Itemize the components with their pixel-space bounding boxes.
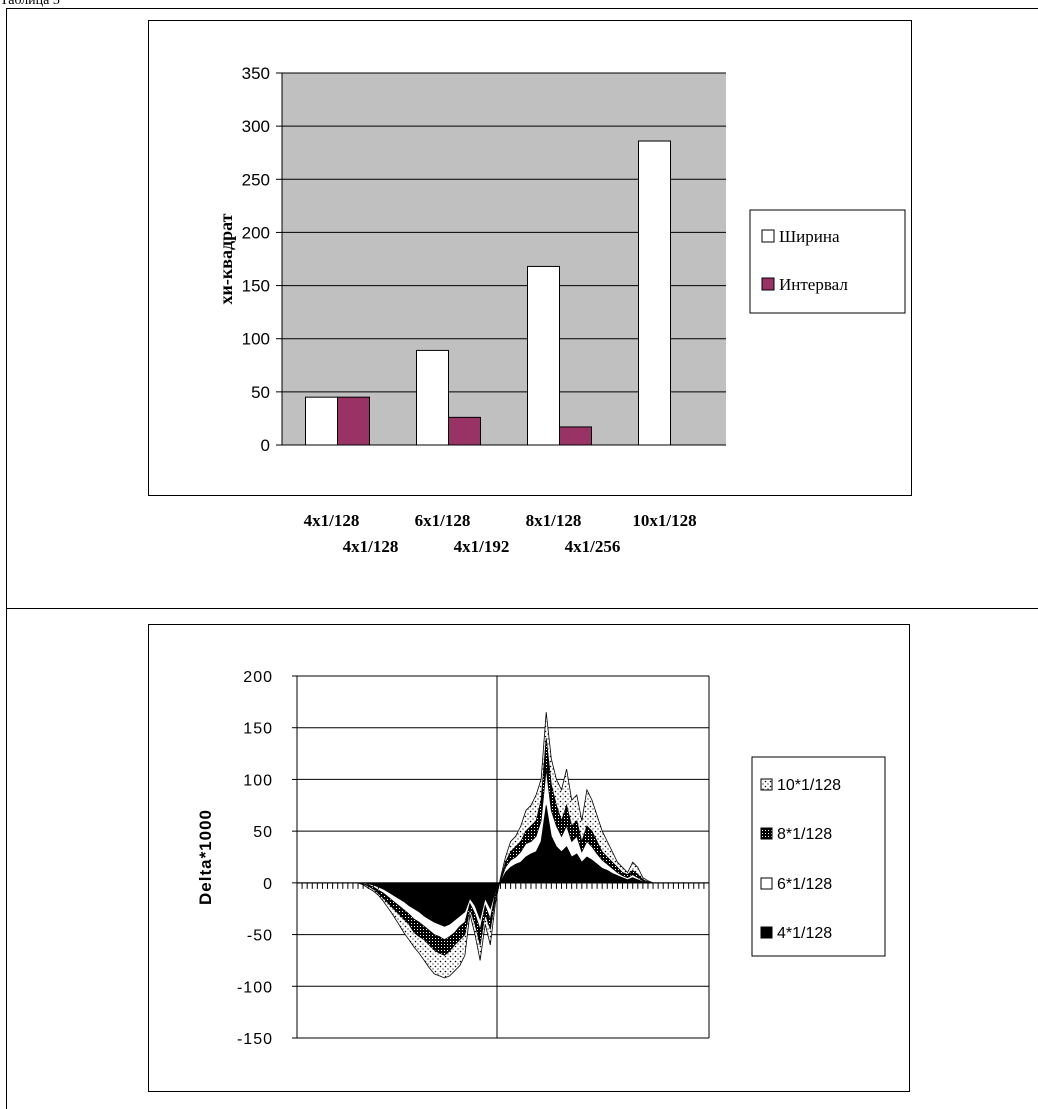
y-tick-label: 300 <box>242 117 270 136</box>
y-tick-label: 100 <box>242 330 270 349</box>
y-tick-label: 200 <box>243 669 273 686</box>
y-tick-label: 100 <box>243 772 273 789</box>
y-axis-label: хи-квадрат <box>216 213 236 304</box>
legend-swatch-width <box>761 229 775 243</box>
table-caption: Таблица 5 <box>0 0 60 8</box>
x-category-label: 8x1/128 <box>526 511 582 530</box>
x-category-sublabel: 4x1/128 <box>343 537 399 556</box>
bar-interval <box>559 426 592 446</box>
bar-interval <box>448 416 481 446</box>
legend-label-width: Ширина <box>779 227 840 246</box>
bar-interval <box>337 396 370 446</box>
bar-width <box>527 265 560 446</box>
y-tick-label: 0 <box>263 876 273 893</box>
x-category-label: 10x1/128 <box>632 511 696 530</box>
legend-swatch-8 <box>760 827 773 840</box>
y-axis-label: Delta*1000 <box>196 809 215 905</box>
legend-label-10: 10*1/128 <box>777 777 841 794</box>
y-tick-label: 0 <box>261 436 270 455</box>
legend-label-interval: Интервал <box>779 275 848 294</box>
legend-label-8: 8*1/128 <box>777 826 832 843</box>
bar-width <box>416 349 449 446</box>
y-tick-labels: 0 50 100 150 200 250 300 350 <box>242 64 282 455</box>
y-tick-label: -150 <box>237 1031 273 1048</box>
area-chart-frame: -150 -100 -50 0 50 100 150 200 Delta*1000 10*1/… <box>148 624 910 1092</box>
area-chart: -150 -100 -50 0 50 100 150 200 Delta*1000 10*1/… <box>196 669 886 1048</box>
legend-swatch-10 <box>760 778 773 791</box>
table-row-divider <box>6 608 1038 609</box>
bar-width <box>638 140 671 446</box>
x-category-sublabel: 4x1/256 <box>565 537 621 556</box>
document-table <box>6 8 1038 1109</box>
y-tick-label: -100 <box>237 979 273 996</box>
y-tick-label: -50 <box>247 928 273 945</box>
legend-swatch-4 <box>760 926 773 939</box>
legend-swatch-6 <box>760 877 773 890</box>
legend-label-6: 6*1/128 <box>777 876 832 893</box>
y-tick-label: 50 <box>251 383 270 402</box>
bar-chart: 0 50 100 150 200 250 300 350 хи-квадрат Ширина … <box>216 64 906 455</box>
y-tick-label: 50 <box>253 824 273 841</box>
x-category-label: 6x1/128 <box>415 511 471 530</box>
legend: 10*1/128 8*1/128 6*1/128 4*1/128 <box>751 756 886 957</box>
plot-area <box>297 676 709 1038</box>
legend-swatch-interval <box>761 277 775 291</box>
y-tick-labels: -150 -100 -50 0 50 100 150 200 <box>237 669 297 1048</box>
legend-label-4: 4*1/128 <box>777 925 832 942</box>
y-tick-label: 350 <box>242 64 270 83</box>
y-tick-label: 250 <box>242 170 270 189</box>
y-tick-label: 150 <box>242 277 270 296</box>
bar-chart-frame: 0 50 100 150 200 250 300 350 хи-квадрат Ширина … <box>148 20 912 496</box>
bar-width <box>305 396 338 446</box>
y-tick-label: 200 <box>242 223 270 242</box>
legend-box <box>751 756 886 957</box>
x-category-label: 4x1/128 <box>304 511 360 530</box>
legend: Ширина Интервал <box>749 209 906 314</box>
legend-box <box>749 209 906 314</box>
x-category-labels: 4x1/128 4x1/128 6x1/128 4x1/192 8x1/128 4x1/2… <box>304 511 697 556</box>
x-category-sublabel: 4x1/192 <box>454 537 510 556</box>
y-tick-label: 150 <box>243 721 273 738</box>
